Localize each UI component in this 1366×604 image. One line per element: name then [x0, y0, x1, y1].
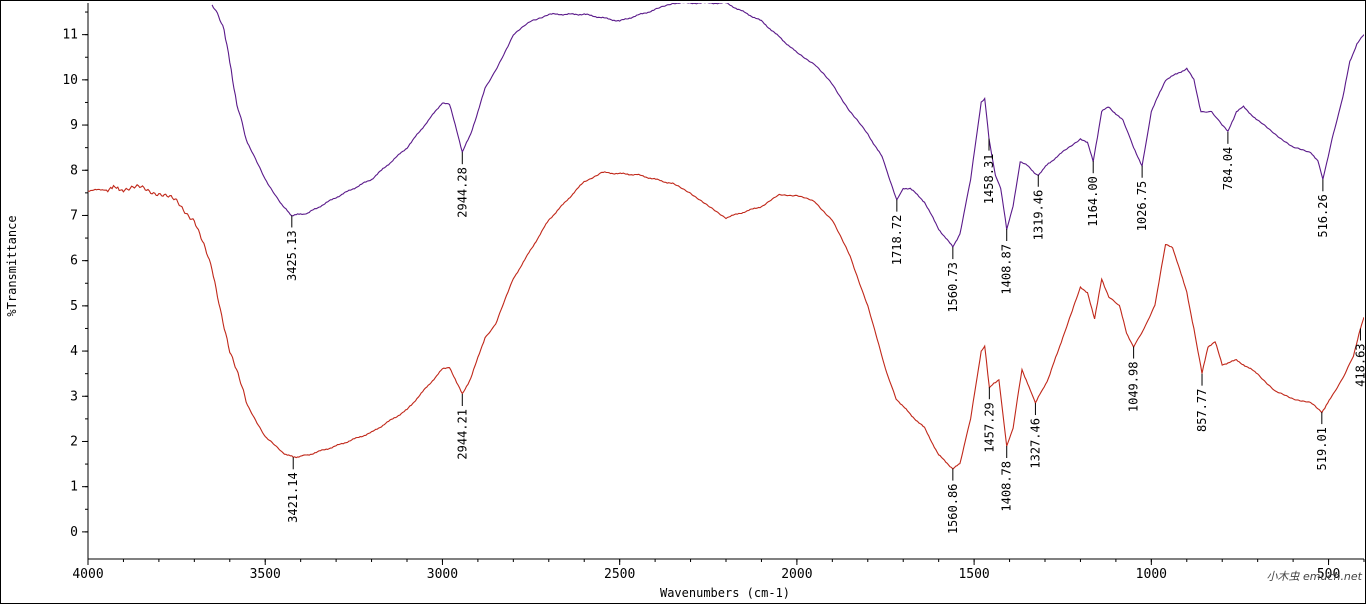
spectrum-line-1	[211, 3, 1364, 249]
y-tick-label: 1	[70, 480, 78, 495]
peak-label: 1560.86	[946, 484, 960, 535]
peak-label: 3425.13	[285, 230, 299, 281]
y-tick-label: 9	[70, 118, 78, 133]
y-axis-title: %Transmittance	[5, 215, 19, 316]
x-tick-label: 3000	[427, 567, 458, 582]
peak-label: 2944.28	[455, 167, 469, 218]
x-tick-label: 2000	[781, 567, 812, 582]
peak-label: 1319.46	[1031, 190, 1045, 241]
watermark-logo: 小木虫 emuch.net	[1266, 570, 1362, 583]
peak-label: 2944.21	[455, 409, 469, 460]
peak-label: 3421.14	[286, 472, 300, 523]
peak-label: 1718.72	[890, 215, 904, 266]
peak-label: 519.01	[1315, 427, 1329, 470]
y-tick-label: 10	[62, 73, 78, 88]
x-tick-label: 1500	[958, 567, 989, 582]
y-tick-label: 8	[70, 163, 78, 178]
peak-label: 418.63	[1353, 343, 1366, 386]
x-tick-label: 500	[1317, 567, 1340, 582]
peak-label: 784.04	[1221, 147, 1235, 190]
peak-label: 1408.87	[1000, 244, 1014, 295]
y-tick-label: 3	[70, 389, 78, 404]
spectrum-line-2	[88, 171, 1364, 470]
peak-annotations: 3425.13 2944.28 1718.72 1560.73 1458.31 1408.…	[285, 131, 1366, 535]
y-tick-label: 4	[70, 344, 78, 359]
x-tick-label: 1000	[1136, 567, 1167, 582]
peak-label: 1457.29	[982, 402, 996, 453]
peak-label: 1408.78	[1000, 461, 1014, 512]
x-axis-title: Wavenumbers (cm-1)	[660, 586, 790, 600]
y-tick-label: 2	[70, 434, 78, 449]
series-layer	[88, 3, 1364, 470]
peak-label: 1327.46	[1028, 418, 1042, 469]
peak-label: 516.26	[1316, 194, 1330, 237]
peak-label: 1560.73	[946, 262, 960, 313]
axes: 4000 3500 3000 2500 2000 1500 1000 500012345678…	[62, 3, 1365, 582]
peak-label: 1049.98	[1127, 362, 1141, 413]
x-tick-label: 4000	[72, 567, 103, 582]
y-tick-label: 6	[70, 254, 78, 269]
peak-label: 857.77	[1195, 389, 1209, 432]
x-tick-label: 2500	[604, 567, 635, 582]
peak-label: 1164.00	[1086, 176, 1100, 227]
peak-label: 1026.75	[1135, 181, 1149, 232]
y-tick-label: 0	[70, 525, 78, 540]
x-tick-label: 3500	[250, 567, 281, 582]
y-tick-label: 5	[70, 299, 78, 314]
y-tick-label: 7	[70, 208, 78, 223]
y-tick-label: 11	[62, 28, 78, 43]
peak-label: 1458.31	[982, 154, 996, 205]
